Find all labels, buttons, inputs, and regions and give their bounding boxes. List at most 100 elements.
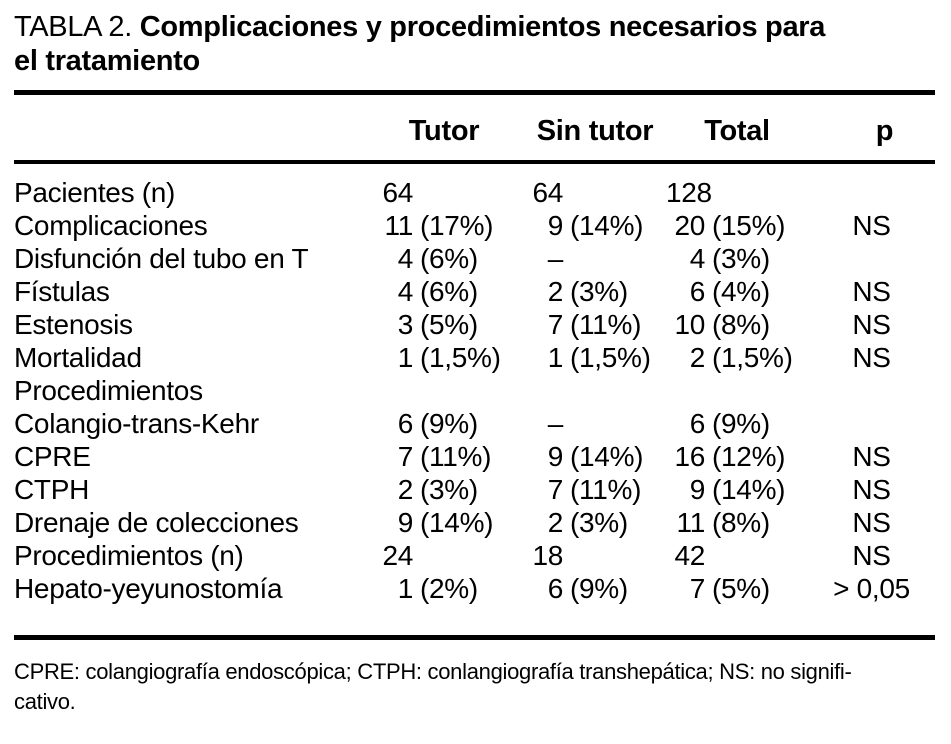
value-cell: 6 (9%) <box>524 572 666 605</box>
table-row: Procedimientos <box>14 374 935 407</box>
value-cell <box>666 374 808 407</box>
value-cell: 24 <box>364 539 524 572</box>
table-row: Disfunción del tubo en T 4 (6%) – 4 (3%) <box>14 242 935 275</box>
cell-number: 128 <box>666 177 712 208</box>
cell-percent: (9%) <box>712 408 770 439</box>
cell-number: 6 <box>689 276 706 307</box>
column-header-total: Total <box>704 115 770 147</box>
table-row: Complicaciones 11 (17%) 9 (14%) 20 (15%) NS <box>14 209 935 242</box>
value-cell: 2 (1,5%) <box>666 341 808 374</box>
row-label: Procedimientos (n) <box>14 540 244 571</box>
p-value: NS <box>852 210 891 241</box>
value-cell: 7 (11%) <box>524 308 666 341</box>
value-cell: 18 <box>524 539 666 572</box>
value-cell: 10 (8%) <box>666 308 808 341</box>
cell-number: 1 <box>397 342 414 373</box>
cell-number: 4 <box>397 243 414 274</box>
table-title-line1: TABLA 2. Complicaciones y procedimientos… <box>14 10 951 44</box>
value-cell: 1 (2%) <box>364 572 524 605</box>
row-label: Estenosis <box>14 309 133 340</box>
cell-number: – <box>547 408 564 439</box>
value-cell: – <box>524 242 666 275</box>
cell-percent: (12%) <box>712 441 786 472</box>
cell-number: 20 <box>674 210 705 241</box>
cell-percent: (4%) <box>712 276 770 307</box>
value-cell: 4 (6%) <box>364 275 524 308</box>
p-value <box>808 176 935 209</box>
cell-percent: (11%) <box>420 441 492 472</box>
cell-percent: (8%) <box>712 507 770 538</box>
cell-percent: (14%) <box>570 210 644 241</box>
table-row: CTPH 2 (3%) 7 (11%) 9 (14%) NS <box>14 473 935 506</box>
value-cell: 9 (14%) <box>524 209 666 242</box>
top-rule <box>14 90 935 95</box>
cell-number: 2 <box>397 474 414 505</box>
column-header-p: p <box>875 115 894 147</box>
value-cell: 3 (5%) <box>364 308 524 341</box>
p-value: > 0,05 <box>833 573 910 604</box>
cell-number: 2 <box>547 276 564 307</box>
row-label: Colangio-trans-Kehr <box>14 408 259 439</box>
value-cell: 128 <box>666 176 808 209</box>
value-cell: 64 <box>524 176 666 209</box>
table-number: TABLA 2. <box>14 11 132 43</box>
cell-percent: (2%) <box>420 573 478 604</box>
cell-percent: (11%) <box>570 309 642 340</box>
value-cell: 11 (17%) <box>364 209 524 242</box>
cell-percent: (11%) <box>570 474 642 505</box>
p-value <box>808 242 935 275</box>
table-row: CPRE 7 (11%) 9 (14%) 16 (12%) NS <box>14 440 935 473</box>
value-cell: 2 (3%) <box>364 473 524 506</box>
cell-number: 42 <box>674 540 705 571</box>
row-label: Procedimientos <box>14 375 203 406</box>
value-cell: 1 (1,5%) <box>364 341 524 374</box>
cell-number: 6 <box>689 408 706 439</box>
cell-number: 6 <box>547 573 564 604</box>
cell-number: 1 <box>397 573 414 604</box>
row-label: Hepato-yeyunostomía <box>14 573 283 604</box>
cell-number: 7 <box>547 309 564 340</box>
cell-percent: (3%) <box>712 243 770 274</box>
table-row: Pacientes (n) 64 64 128 <box>14 176 935 209</box>
cell-number: 2 <box>689 342 706 373</box>
table-row: Hepato-yeyunostomía 1 (2%) 6 (9%) 7 (5%) > … <box>14 572 935 605</box>
cell-percent: (1,5%) <box>420 342 501 373</box>
cell-percent: (9%) <box>570 573 628 604</box>
table-figure: TABLA 2. Complicaciones y procedimientos… <box>0 10 951 717</box>
value-cell: 4 (6%) <box>364 242 524 275</box>
value-cell: 7 (11%) <box>524 473 666 506</box>
cell-number: 7 <box>547 474 564 505</box>
value-cell: 1 (1,5%) <box>524 341 666 374</box>
row-label: Complicaciones <box>14 210 208 241</box>
cell-percent: (1,5%) <box>712 342 793 373</box>
value-cell: 6 (9%) <box>364 407 524 440</box>
value-cell: 64 <box>364 176 524 209</box>
p-value: NS <box>852 474 891 505</box>
p-value: NS <box>852 441 891 472</box>
cell-percent: (6%) <box>420 243 478 274</box>
value-cell: 6 (9%) <box>666 407 808 440</box>
value-cell: 7 (5%) <box>666 572 808 605</box>
p-value: NS <box>852 507 891 538</box>
value-cell: 6 (4%) <box>666 275 808 308</box>
bottom-rule <box>14 635 935 640</box>
cell-percent: (14%) <box>570 441 644 472</box>
cell-number: 11 <box>676 507 706 538</box>
value-cell: 42 <box>666 539 808 572</box>
cell-number: – <box>547 243 564 274</box>
row-label: Mortalidad <box>14 342 142 373</box>
row-label: CTPH <box>14 474 90 505</box>
value-cell: 9 (14%) <box>666 473 808 506</box>
row-label: Drenaje de colecciones <box>14 507 299 538</box>
table-body: Pacientes (n) 64 64 128 Complicaciones 1… <box>14 164 951 635</box>
p-value <box>808 407 935 440</box>
cell-number: 6 <box>397 408 414 439</box>
cell-percent: (9%) <box>420 408 478 439</box>
cell-percent: (6%) <box>420 276 478 307</box>
cell-number: 64 <box>532 177 563 208</box>
table-header-row: Tutor Sin tutor Total p <box>14 115 935 147</box>
cell-number: 2 <box>547 507 564 538</box>
column-header-tutor: Tutor <box>408 115 480 147</box>
p-value <box>808 374 935 407</box>
cell-percent: (14%) <box>712 474 786 505</box>
